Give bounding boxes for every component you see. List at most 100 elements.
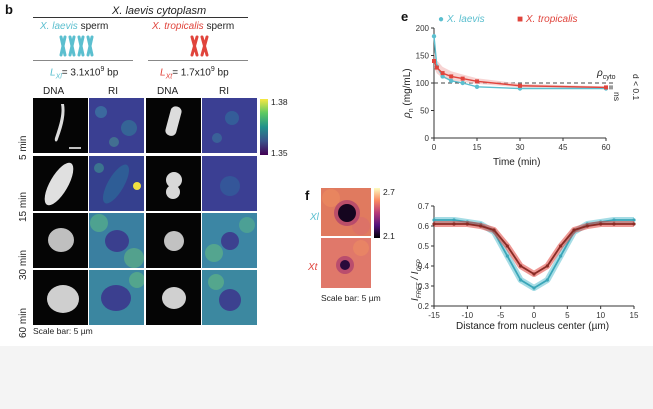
e-y-tick-label: 150 xyxy=(416,52,430,61)
left-divider xyxy=(33,60,133,61)
dna-image-xl-30min xyxy=(33,213,88,268)
fret-image-xl xyxy=(321,188,371,236)
laevis-point xyxy=(440,74,445,79)
profile-point-Xt xyxy=(559,244,563,248)
tropicalis-point xyxy=(518,83,522,88)
ri-colorbar xyxy=(260,99,268,155)
fret-colorbar-min: 2.1 xyxy=(383,231,395,241)
series-line-Xl xyxy=(434,219,634,289)
f-x-tick-label: 0 xyxy=(532,311,537,320)
profile-point-Xt xyxy=(505,244,509,248)
f-x-tick-label: -15 xyxy=(428,311,440,320)
f-y-tick-label: 0.3 xyxy=(418,282,430,291)
ri-image-xl-5min xyxy=(89,98,144,153)
tropicalis-point xyxy=(475,79,479,84)
dna-image-xl-60min xyxy=(33,270,88,325)
profile-point-Xt xyxy=(465,222,469,226)
profile-point-Xt xyxy=(585,224,589,228)
ri-image-xl-15min xyxy=(89,156,144,211)
tropicalis-point xyxy=(440,71,445,76)
ri-image-xl-60min xyxy=(89,270,144,325)
dna-image-xt-30min xyxy=(146,213,201,268)
bottom-blank-area xyxy=(0,346,653,409)
ri-image-xt-30min xyxy=(202,213,257,268)
panel-e-letter: e xyxy=(401,9,409,24)
profile-point-Xt xyxy=(452,222,456,226)
profile-point-Xl xyxy=(452,218,456,222)
f-xlabel: Distance from nucleus center (µm) xyxy=(456,321,610,332)
e-x-tick-label: 15 xyxy=(473,143,482,152)
e-x-tick-label: 0 xyxy=(432,143,437,152)
dna-image-xt-60min xyxy=(146,270,201,325)
legend-laevis: ● X. laevis xyxy=(438,14,485,25)
profile-point-Xt xyxy=(532,272,536,276)
f-y-tick-label: 0.4 xyxy=(418,262,430,271)
col-header-dna-2: DNA xyxy=(157,86,179,97)
profile-point-Xl xyxy=(519,278,523,282)
tropicalis-point xyxy=(434,65,439,70)
fret-colorbar xyxy=(374,188,380,238)
rho-cyto-label: ρcyto xyxy=(597,68,616,81)
e-x-tick-label: 60 xyxy=(602,143,611,152)
end-marker xyxy=(609,85,613,90)
ri-colorbar-max: 1.38 xyxy=(271,97,288,107)
xl-chromosome-icon xyxy=(59,35,94,57)
profile-point-Xl xyxy=(632,218,636,222)
e-y-tick-label: 200 xyxy=(416,24,430,33)
fret-image-xt xyxy=(321,238,371,288)
panel-f-letter: f xyxy=(305,188,310,203)
col-header-ri-1: RI xyxy=(108,86,118,97)
tropicalis-point xyxy=(460,76,465,81)
ri-image-xt-15min xyxy=(202,156,257,211)
profile-point-Xl xyxy=(545,278,549,282)
profile-point-Xl xyxy=(532,286,536,290)
scale-bar-f: Scale bar: 5 µm xyxy=(321,293,381,303)
profile-point-Xt xyxy=(632,222,636,226)
profile-point-Xt xyxy=(519,264,523,268)
row-label-60min: 60 min xyxy=(18,307,29,338)
profile-point-Xl xyxy=(559,254,563,258)
profile-point-Xt xyxy=(599,222,603,226)
dna-image-xt-5min xyxy=(146,98,201,153)
tropicalis-point xyxy=(449,74,454,79)
f-x-tick-label: 10 xyxy=(596,311,605,320)
laevis-point xyxy=(449,78,454,83)
profile-point-Xt xyxy=(612,222,616,226)
fret-profile-chart: 0.2 0.3 0.4 0.5 0.6 0.7 -15 -10 -5 0 5 10 15 xyxy=(418,202,639,320)
right-sperm-label: X. tropicalis sperm xyxy=(152,21,235,32)
series-line-Xt xyxy=(434,223,634,275)
profile-point-Xt xyxy=(479,224,483,228)
tropicalis-point xyxy=(432,59,436,63)
dna-image-xl-15min xyxy=(33,156,88,211)
fret-colorbar-max: 2.7 xyxy=(383,187,395,197)
cytoplasm-title: X. laevis cytoplasm xyxy=(112,5,207,17)
ri-image-xt-60min xyxy=(202,270,257,325)
f-x-tick-label: 5 xyxy=(565,311,570,320)
panel-b-letter: b xyxy=(5,2,13,17)
f-y-tick-label: 0.5 xyxy=(418,242,430,251)
effect-size-label: d < 0.1 xyxy=(631,74,641,101)
e-y-tick-label: 50 xyxy=(420,107,429,116)
f-x-tick-label: 15 xyxy=(630,311,639,320)
e-xlabel: Time (min) xyxy=(493,157,541,168)
row-label-30min: 30 min xyxy=(18,249,29,280)
row-label-5min: 5 min xyxy=(18,135,29,160)
e-x-tick-label: 45 xyxy=(559,143,568,152)
col-header-dna-1: DNA xyxy=(43,86,65,97)
ns-label: ns xyxy=(612,92,622,101)
xt-chromosome-icon xyxy=(190,35,209,57)
profile-point-Xt xyxy=(545,264,549,268)
f-y-tick-label: 0.7 xyxy=(418,202,430,211)
laevis-point xyxy=(431,34,437,39)
legend-tropicalis: ■ X. tropicalis xyxy=(517,14,578,25)
laevis-point xyxy=(460,80,465,86)
profile-point-Xl xyxy=(432,218,436,222)
xl-genome-size: LXl= 3.1x109 bp xyxy=(50,66,119,81)
f-row-xt: Xt xyxy=(308,262,318,273)
ri-colorbar-min: 1.35 xyxy=(271,148,288,158)
profile-point-Xt xyxy=(492,228,496,232)
series-band-Xt xyxy=(434,221,634,277)
right-divider xyxy=(148,60,248,61)
col-header-ri-2: RI xyxy=(219,86,229,97)
dna-image-xt-15min xyxy=(146,156,201,211)
